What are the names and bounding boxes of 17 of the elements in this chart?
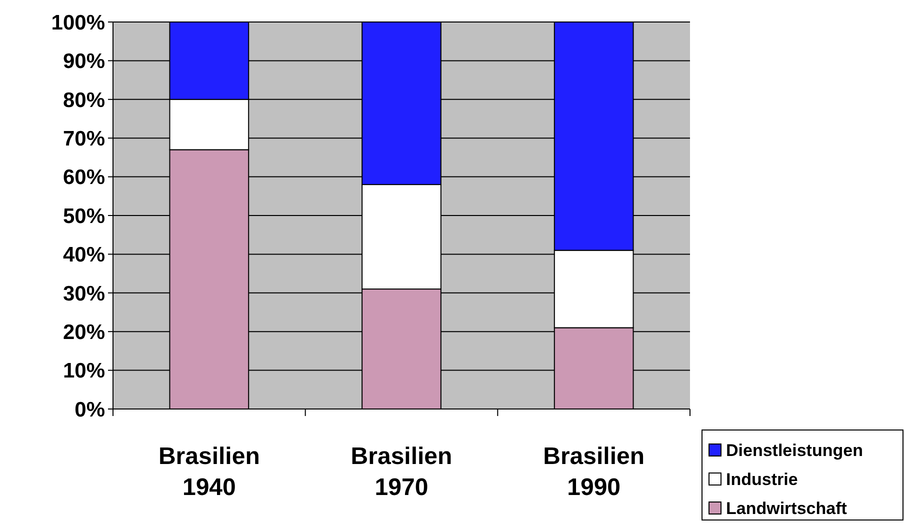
y-tick-label: 0%	[74, 398, 106, 422]
x-tick-label: Brasilien 1990	[543, 443, 645, 501]
y-tick-label: 90%	[62, 50, 106, 74]
y-tick-label: 20%	[62, 320, 106, 344]
x-tick-label: Brasilien 1940	[158, 443, 260, 501]
legend-label: Dienstleistungen	[726, 440, 863, 460]
y-tick-label: 70%	[62, 127, 106, 150]
x-tick-label: Brasilien 1970	[350, 443, 452, 501]
y-tick-label: 80%	[62, 88, 106, 112]
y-tick-label: 60%	[62, 166, 106, 190]
legend-label: Landwirtschaft	[726, 498, 848, 518]
legend-label: Industrie	[726, 470, 798, 489]
y-tick-label: 100%	[51, 11, 106, 34]
y-tick-label: 50%	[62, 204, 106, 228]
y-tick-label: 40%	[62, 244, 106, 267]
y-tick-label: 30%	[62, 282, 106, 306]
y-tick-label: 10%	[62, 360, 106, 383]
